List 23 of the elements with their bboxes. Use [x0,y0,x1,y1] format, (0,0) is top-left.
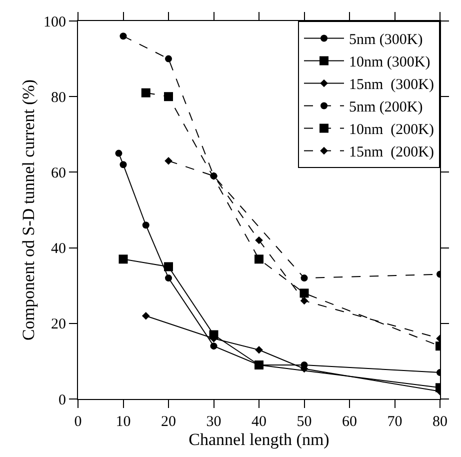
x-tick-label: 20 [161,414,176,430]
y-tick-label: 40 [51,241,66,258]
y-axis-title: Component od S-D tunnel current (%) [19,79,38,341]
x-tick-label: 60 [342,414,357,430]
x-tick-label: 30 [206,414,222,430]
x-tick-label: 50 [296,414,312,430]
x-tick-label: 80 [432,414,448,430]
legend-label: 5nm (300K) [349,32,423,48]
legend-label: 15nm (200K) [349,144,434,161]
legend-label: 10nm (200K) [349,122,434,138]
x-tick-label: 10 [116,414,131,430]
x-tick-label: 0 [74,414,82,430]
y-tick-label: 100 [44,14,66,30]
y-tick-label: 0 [58,392,66,408]
y-tick-label: 60 [51,165,66,182]
x-axis-title: Channel length (nm) [188,430,330,449]
x-tick-label: 40 [252,414,266,430]
y-tick-label: 20 [51,316,66,333]
x-tick-label: 70 [387,414,402,430]
legend-label: 5nm (200K) [349,100,423,116]
legend-label: 10nm (300K) [349,54,430,71]
legend-label: 15nm (300K) [349,77,434,94]
y-tick-label: 80 [51,90,66,106]
